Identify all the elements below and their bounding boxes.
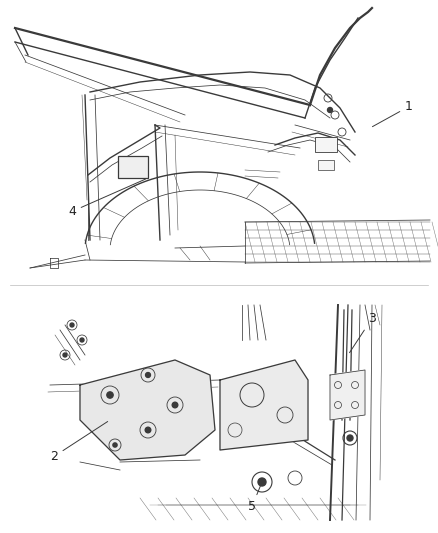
Circle shape <box>113 443 117 447</box>
Bar <box>318 160 334 170</box>
Text: 1: 1 <box>372 100 413 127</box>
Circle shape <box>145 373 150 377</box>
Circle shape <box>145 427 151 433</box>
Polygon shape <box>80 360 215 460</box>
Text: 2: 2 <box>50 422 108 463</box>
Circle shape <box>347 435 353 441</box>
Circle shape <box>63 353 67 357</box>
Polygon shape <box>220 360 308 450</box>
Text: 5: 5 <box>248 484 261 513</box>
Polygon shape <box>330 370 365 420</box>
Circle shape <box>107 392 113 398</box>
Text: 3: 3 <box>350 312 376 353</box>
Circle shape <box>80 338 84 342</box>
Circle shape <box>328 108 332 112</box>
Text: 4: 4 <box>68 179 145 218</box>
Circle shape <box>172 402 178 408</box>
Bar <box>118 156 148 178</box>
Circle shape <box>258 478 266 486</box>
Bar <box>315 137 337 152</box>
Circle shape <box>70 323 74 327</box>
